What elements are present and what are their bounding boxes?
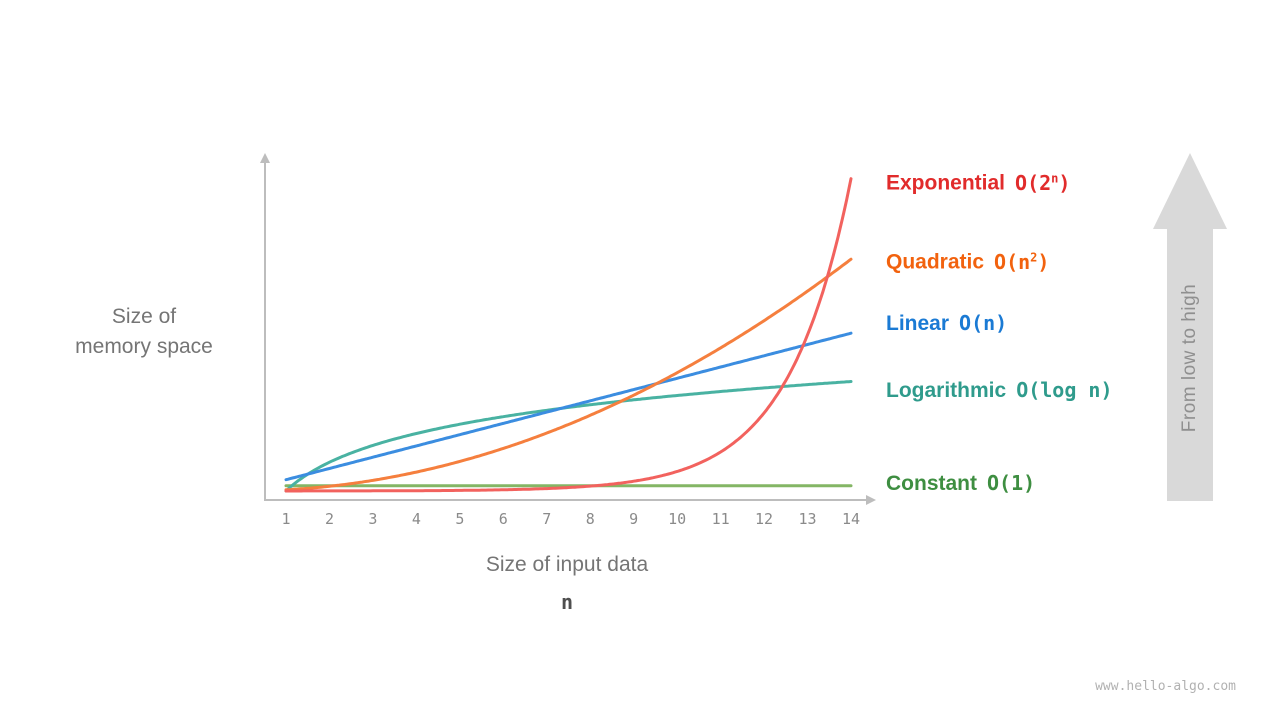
curve-quadratic	[284, 257, 853, 492]
legend-series-name: Constant	[886, 472, 977, 495]
x-tick-label: 3	[368, 510, 377, 528]
legend-series-name: Logarithmic	[886, 379, 1007, 402]
up-arrow-shape	[1153, 153, 1227, 501]
x-tick-label: 4	[412, 510, 421, 528]
legend-series-notation: O(log n)	[1016, 378, 1113, 402]
legend-series-notation: O(n2)	[994, 249, 1050, 274]
x-axis-title: Size of input data	[485, 553, 649, 576]
low-to-high-arrow: From low to high	[1153, 153, 1227, 503]
legend-series-notation: O(1)	[987, 471, 1036, 495]
x-tick-label: 14	[842, 510, 860, 528]
x-tick-label: 8	[586, 510, 595, 528]
curve-exponential	[284, 177, 853, 493]
legend-item-exponential: Exponential O(2n)	[886, 164, 1071, 195]
legend-item-linear: Linear O(n)	[886, 309, 1007, 337]
legend-series-notation: O(2n)	[1015, 170, 1071, 195]
up-arrow-polygon	[1153, 153, 1227, 501]
x-tick-label: 12	[755, 510, 773, 528]
curve-linear	[284, 331, 853, 482]
legend-item-quadratic: Quadratic O(n2)	[886, 243, 1050, 274]
arrow-label: From low to high	[1179, 283, 1200, 433]
legend-series-name: Quadratic	[886, 250, 985, 274]
legend-series-name: Linear	[886, 312, 950, 335]
watermark: www.hello-algo.com	[1095, 679, 1236, 694]
x-axis-arrowhead	[866, 495, 876, 505]
x-tick-label: 5	[455, 510, 464, 528]
legend-series-notation: O(n)	[959, 311, 1008, 335]
curve-logarithmic	[284, 380, 853, 493]
y-axis-title: Size of memory space	[75, 305, 213, 359]
x-tick-label: 9	[629, 510, 638, 528]
x-tick-label: 2	[325, 510, 334, 528]
x-tick-label: 11	[712, 510, 730, 528]
y-axis-arrowhead	[260, 153, 270, 163]
legend-series-name: Exponential	[886, 171, 1006, 195]
x-tick-label: 13	[799, 510, 817, 528]
legend-item-constant: Constant O(1)	[886, 469, 1035, 497]
x-tick-label: 10	[668, 510, 686, 528]
legend: Exponential O(2n) Quadratic O(n2) Linear O(n)…	[886, 164, 1186, 509]
x-tick-label: 6	[499, 510, 508, 528]
x-tick-label: 1	[281, 510, 290, 528]
x-axis-variable: n	[560, 590, 574, 614]
x-tick-label: 7	[542, 510, 551, 528]
legend-item-logarithmic: Logarithmic O(log n)	[886, 376, 1113, 404]
